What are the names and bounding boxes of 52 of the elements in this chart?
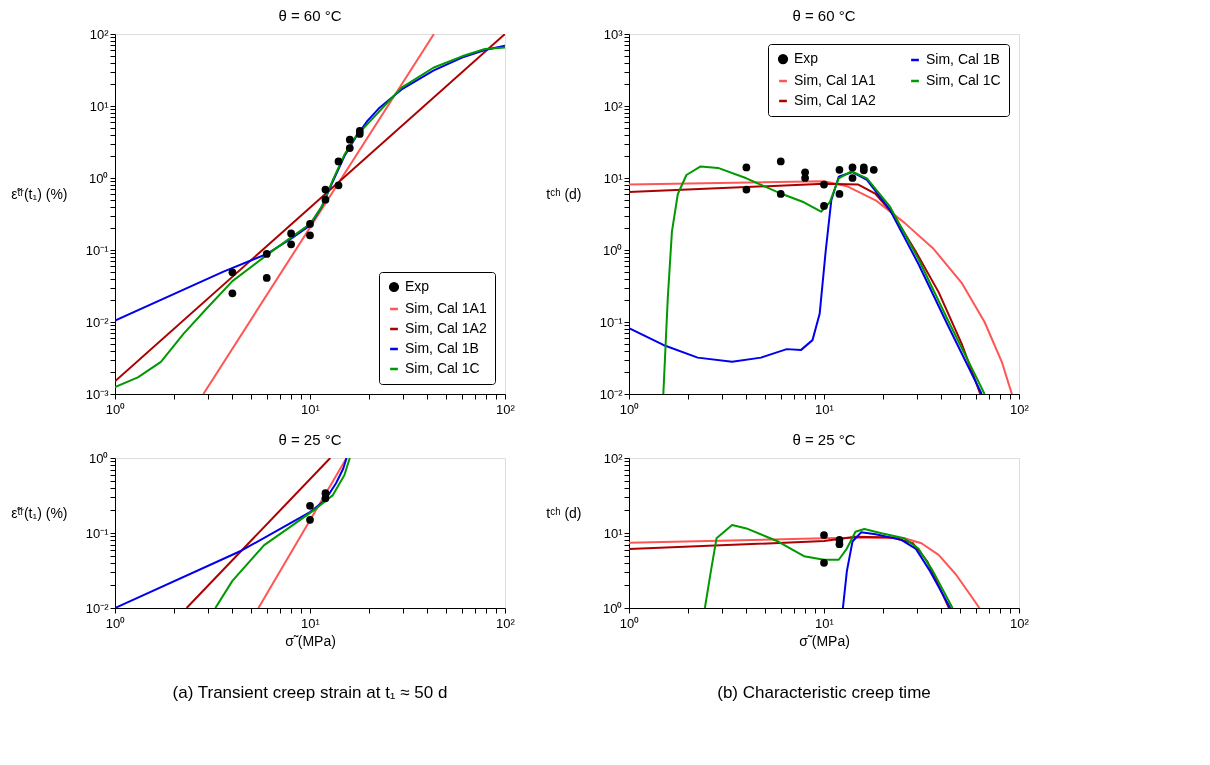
x-tick-label: 10² [1010,401,1030,417]
y-tick-label: 10¹ [603,170,624,186]
y-tick-label: 10⁻² [85,600,110,616]
legend-label: Sim, Cal 1B [405,340,479,356]
y-tick-label: 10² [603,98,624,114]
x-tick-label: 10⁰ [105,401,126,417]
x-axis-title: σ̃ (MPa) [799,632,850,649]
y-tick-label: 10⁰ [603,600,623,616]
legend-label: Sim, Cal 1C [926,72,1001,88]
x-tick-label: 10⁰ [619,615,640,631]
y-tick-label: 10² [89,26,110,42]
x-tick-label: 10² [496,615,516,631]
y-tick-label: 10⁰ [89,170,109,186]
y-axis-title: tᶜʰ (d) [546,185,582,202]
x-tick-label: 10⁰ [105,615,126,631]
y-tick-label: 10⁰ [89,450,109,466]
chart-title: θ = 60 °C [792,7,856,24]
y-tick-label: 10⁻¹ [85,525,110,541]
y-tick-label: 10⁻² [85,314,110,330]
y-tick-label: 10⁻³ [85,386,110,402]
y-tick-label: 10¹ [89,98,110,114]
legend-label: Sim, Cal 1B [926,51,1000,67]
y-axis-title: tᶜʰ (d) [546,504,582,521]
legend-label: Sim, Cal 1A1 [405,300,487,316]
y-tick-label: 10¹ [603,525,624,541]
legend-label: Sim, Cal 1A1 [794,72,876,88]
x-tick-label: 10¹ [301,615,321,631]
y-tick-label: 10³ [603,26,624,42]
x-tick-label: 10¹ [815,615,835,631]
legend-label: Exp [405,278,430,294]
y-tick-label: 10⁻² [599,386,624,402]
chart-title: θ = 60 °C [278,7,342,24]
y-axis-title: ε̃ᵗʳ(t₁) (%) [11,185,68,202]
legend-label: Sim, Cal 1C [405,360,480,376]
text: (b) Characteristic creep time [717,683,931,702]
x-tick-label: 10¹ [815,401,835,417]
y-axis-title: ε̃ᵗʳ(t₁) (%) [11,504,68,521]
chart-title: θ = 25 °C [278,431,342,448]
x-tick-label: 10⁰ [619,401,640,417]
y-tick-label: 10⁻¹ [85,242,110,258]
legend-label: Sim, Cal 1A2 [405,320,487,336]
y-tick-label: 10⁰ [603,242,623,258]
y-tick-label: 10² [603,450,624,466]
legend-label: Sim, Cal 1A2 [794,92,876,108]
text: (a) Transient creep strain at t₁ ≈ 50 d [172,683,448,702]
x-tick-label: 10¹ [301,401,321,417]
chart-title: θ = 25 °C [792,431,856,448]
x-axis-title: σ̃ (MPa) [285,632,336,649]
legend-label: Exp [794,50,819,67]
y-tick-label: 10⁻¹ [599,314,624,330]
x-tick-label: 10² [1010,615,1030,631]
x-tick-label: 10² [496,401,516,417]
